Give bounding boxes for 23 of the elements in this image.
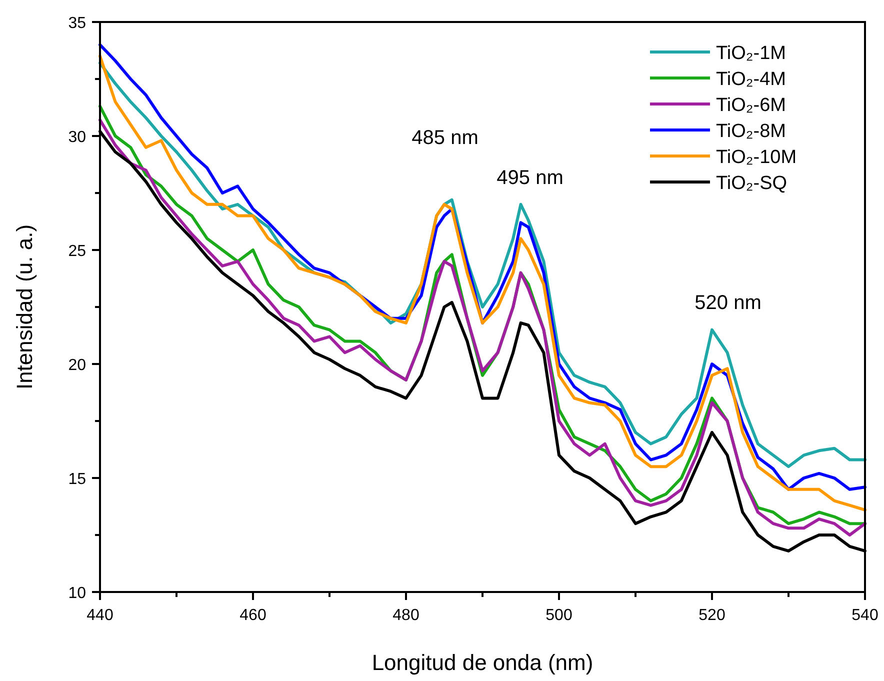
x-axis-title: Longitud de onda (nm): [372, 650, 594, 675]
x-tick-label: 480: [392, 607, 420, 624]
annotation: 520 nm: [694, 292, 762, 314]
y-tick-label: 35: [68, 15, 86, 32]
x-tick-label: 540: [852, 607, 878, 624]
y-tick-label: 15: [68, 471, 86, 488]
x-tick-label: 440: [86, 607, 114, 624]
y-tick-label: 10: [68, 585, 86, 602]
annotation: 485 nm: [412, 127, 478, 149]
legend-label: TiO₂-8M: [716, 121, 786, 142]
legend-label: TiO₂-10M: [716, 147, 797, 168]
legend-label: TiO₂-6M: [716, 95, 786, 116]
legend-label: TiO₂-SQ: [716, 173, 788, 194]
y-axis-title: Intensidad (u. a.): [12, 224, 37, 390]
y-tick-label: 20: [68, 357, 86, 374]
annotation: 495 nm: [496, 167, 564, 189]
x-tick-label: 500: [546, 607, 572, 624]
x-tick-label: 520: [698, 607, 726, 624]
legend-label: TiO₂-1M: [716, 43, 786, 64]
y-tick-label: 30: [68, 129, 86, 146]
legend-label: TiO₂-4M: [716, 69, 786, 90]
x-tick-label: 460: [240, 607, 266, 624]
y-tick-label: 25: [68, 243, 86, 260]
